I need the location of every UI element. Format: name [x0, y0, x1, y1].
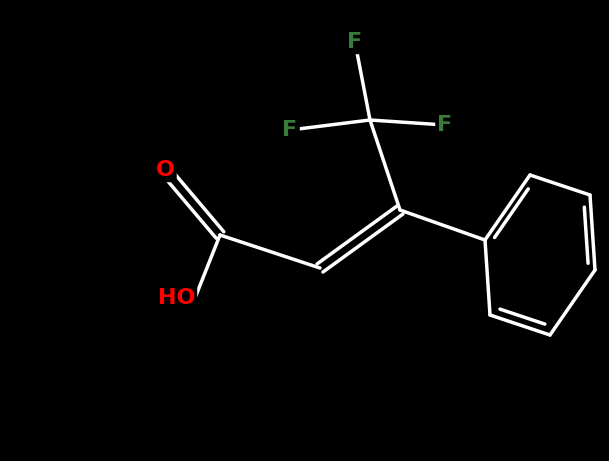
Text: F: F: [348, 32, 362, 52]
Text: F: F: [283, 120, 298, 140]
Text: F: F: [437, 115, 452, 135]
Text: HO: HO: [158, 288, 195, 308]
Text: O: O: [155, 160, 175, 180]
